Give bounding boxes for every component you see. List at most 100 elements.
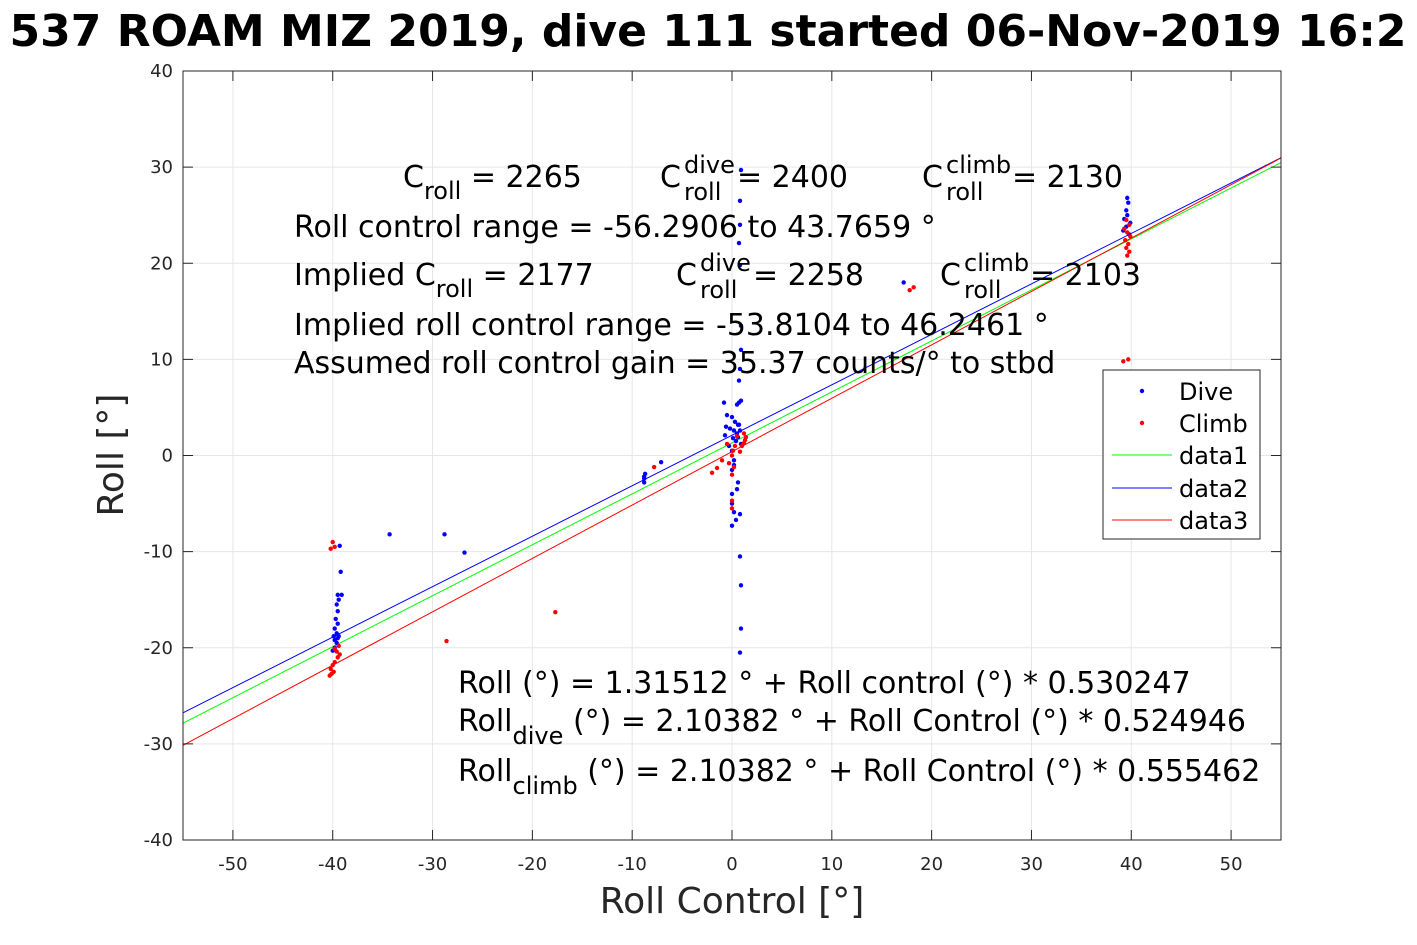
dive-point [334, 631, 339, 636]
implied-c-climb-sub: roll [964, 276, 1001, 304]
dive-point [339, 592, 344, 598]
climb-point [328, 546, 333, 551]
x-tick-label: -30 [418, 854, 447, 875]
x-tick-label: 0 [726, 854, 737, 875]
climb-point [741, 431, 747, 436]
legend-climb-label: Climb [1179, 410, 1248, 438]
climb-point [729, 498, 735, 503]
dive-point [737, 511, 743, 517]
dive-point [1125, 212, 1130, 218]
legend-data1-label: data1 [1179, 442, 1248, 470]
climb-point [1124, 245, 1129, 251]
y-tick-label: 10 [150, 349, 173, 370]
climb-point [553, 609, 558, 615]
y-axis-label: Roll [°] [91, 394, 132, 517]
dive-point [734, 402, 740, 407]
dive-point [729, 414, 735, 420]
x-tick-label: 30 [1020, 854, 1043, 875]
climb-point [729, 453, 735, 458]
dive-point [335, 609, 340, 614]
dive-point [736, 422, 742, 427]
dive-point [901, 280, 906, 285]
c-dive-annotation: C [660, 160, 681, 195]
c-climb-sup: climb [946, 151, 1011, 179]
climb-point [332, 646, 337, 651]
c-climb-value: = 2130 [1012, 160, 1123, 195]
dive-point [658, 460, 664, 465]
y-tick-label: -20 [144, 638, 173, 659]
climb-point [719, 458, 725, 463]
dive-point [335, 621, 340, 626]
climb-point [1126, 241, 1131, 247]
climb-point [651, 464, 657, 470]
legend-data3-label: data3 [1179, 507, 1248, 535]
dive-point [736, 240, 742, 246]
implied-range-text: Implied roll control range = -53.8104 to… [294, 308, 1049, 343]
climb-point [1126, 357, 1131, 362]
climb-point [1123, 237, 1128, 243]
fit-climb-equation: Rollclimb (°) = 2.10382 ° + Roll Control… [458, 754, 1260, 800]
fit-line-data2 [182, 157, 1282, 714]
climb-point [911, 285, 916, 290]
x-tick-label: 10 [820, 854, 843, 875]
y-tick-label: 40 [150, 61, 173, 82]
climb-point [332, 544, 337, 550]
implied-c-climb-annotation: C [940, 258, 961, 293]
climb-point [714, 465, 720, 471]
dive-point [1126, 200, 1131, 205]
climb-point [726, 460, 732, 466]
dive-point [737, 222, 743, 227]
fit-dive-equation: Rolldive (°) = 2.10382 ° + Roll Control … [458, 704, 1246, 750]
fit-equation-text: Roll (°) = 1.31512 ° + Roll control (°) … [458, 666, 1191, 701]
dive-point [734, 486, 740, 492]
dive-point [336, 597, 341, 602]
implied-c-roll-annotation: Implied Croll = 2177 [294, 258, 594, 303]
climb-point [907, 287, 912, 293]
legend-climb-marker [1139, 420, 1145, 426]
dive-point [731, 510, 737, 515]
y-ticks: -40 -30 -20 -10 0 10 20 30 40 [144, 61, 1281, 851]
climb-point [331, 669, 336, 674]
x-tick-label: -20 [518, 854, 547, 875]
implied-c-dive-sub: roll [700, 276, 737, 304]
dive-point [738, 347, 744, 352]
climb-point [724, 441, 730, 447]
climb-point [332, 659, 337, 665]
x-tick-label: 40 [1120, 854, 1143, 875]
x-tick-label: -10 [617, 854, 646, 875]
dive-point [642, 471, 648, 476]
assumed-gain-text: Assumed roll control gain = 35.37 counts… [294, 346, 1055, 381]
dive-point [332, 637, 337, 643]
dive-point [737, 198, 743, 203]
annotation-block: Croll = 2265 C dive roll = 2400 C climb … [294, 151, 1260, 800]
climb-point [709, 470, 715, 476]
dive-point [733, 438, 739, 444]
x-axis-label: Roll Control [°] [600, 881, 865, 922]
y-tick-label: -10 [144, 542, 173, 563]
climb-point [729, 472, 735, 477]
dive-point [730, 435, 736, 441]
dive-point [338, 569, 343, 575]
implied-c-climb-sup: climb [964, 249, 1029, 277]
dive-point [335, 592, 340, 598]
climb-point [729, 506, 735, 511]
dive-point [337, 543, 342, 549]
x-tick-label: -50 [218, 854, 247, 875]
dive-point [738, 323, 744, 328]
x-tick-label: -40 [318, 854, 347, 875]
y-tick-label: -30 [144, 734, 173, 755]
climb-point [444, 638, 449, 644]
dive-point [737, 262, 743, 268]
climb-point [1125, 230, 1130, 235]
dive-point [738, 167, 744, 173]
y-tick-label: 30 [150, 157, 173, 178]
legend-dive-marker [1139, 388, 1145, 394]
c-climb-sub: roll [946, 178, 983, 206]
dive-point [1124, 208, 1129, 213]
dive-point [731, 458, 737, 463]
dive-point [442, 532, 447, 537]
y-tick-label: 20 [150, 253, 173, 274]
dive-point [737, 366, 743, 372]
implied-c-dive-annotation: C [676, 258, 697, 293]
